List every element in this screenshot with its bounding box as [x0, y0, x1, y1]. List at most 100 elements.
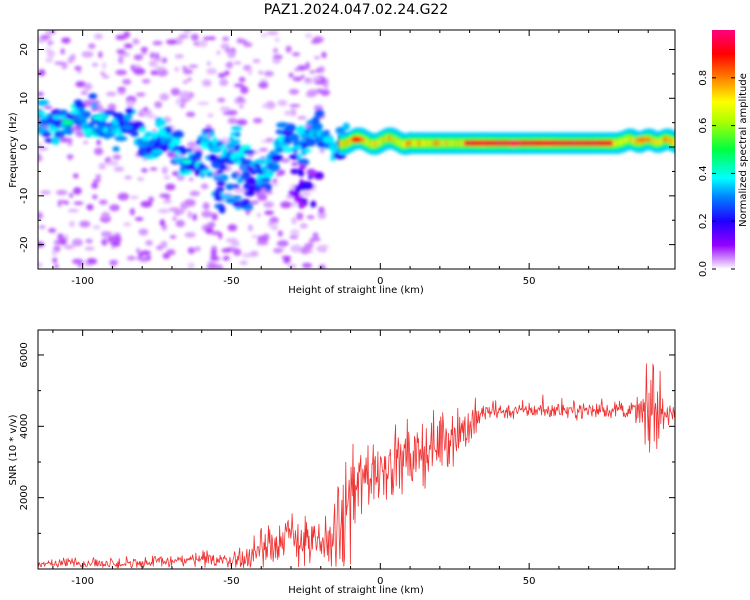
- spectrogram-speckle: [132, 38, 140, 45]
- spectrogram-speckle: [320, 89, 330, 96]
- spectrogram-speckle: [94, 147, 104, 156]
- spectrogram-speckle: [318, 264, 326, 269]
- spectrogram-speckle: [317, 66, 325, 73]
- spectrogram-speckle: [187, 77, 192, 82]
- spectrogram-speckle: [133, 67, 146, 75]
- spectrogram-speckle: [159, 93, 170, 101]
- spectrogram-speckle: [261, 104, 270, 109]
- spectrogram-speckle: [198, 39, 208, 48]
- spectrogram-speckle: [307, 89, 319, 96]
- spectrogram-speckle: [47, 40, 54, 45]
- spectrogram-speckle: [117, 192, 130, 201]
- spectrogram-speckle: [140, 200, 153, 208]
- spectrogram-speckle: [217, 264, 224, 269]
- spectrogram-speckle: [38, 142, 43, 147]
- spectrogram-speckle: [224, 70, 230, 76]
- spectrogram-speckle: [74, 65, 82, 71]
- spectrogram-signal-blob: [294, 140, 302, 146]
- spectrogram-speckle: [236, 38, 244, 44]
- spectrogram-signal-blob: [61, 114, 67, 121]
- spectrogram-speckle: [175, 219, 185, 228]
- colorbar-tick-label: 0.2: [698, 213, 709, 229]
- snr-series-line: [38, 363, 675, 569]
- spectrogram-hotspot: [255, 158, 268, 165]
- spectrogram-speckle: [38, 225, 46, 229]
- spectrogram-speckle: [101, 61, 107, 70]
- spectrogram-speckle: [53, 264, 60, 269]
- spectrogram-speckle: [92, 225, 101, 230]
- spectrogram-signal-blob: [240, 144, 252, 150]
- spectrogram-signal-blob: [52, 115, 62, 120]
- spectrogram-speckle: [117, 87, 126, 91]
- spectrogram-speckle: [303, 80, 314, 85]
- spectrogram-speckle: [67, 56, 74, 64]
- spectrogram-speckle: [46, 30, 52, 37]
- spectrogram-speckle: [44, 48, 51, 52]
- spectrogram-speckle: [185, 111, 196, 118]
- spectrogram-speckle: [91, 194, 98, 200]
- spectrogram-band: [675, 131, 679, 152]
- spectrogram-speckle: [67, 140, 73, 146]
- spectrogram-signal-blob: [298, 200, 305, 209]
- spectrogram-speckle: [284, 257, 290, 261]
- spectrogram-speckle: [227, 117, 238, 124]
- spectrogram-speckle: [273, 248, 283, 254]
- spectrogram-signal-blob: [38, 111, 47, 116]
- colorbar-gradient: [712, 30, 735, 269]
- spectrogram-speckle: [154, 52, 160, 60]
- spectrogram-speckle: [51, 250, 57, 256]
- spectrogram-speckle: [216, 50, 221, 55]
- spectrogram-speckle: [98, 51, 103, 59]
- spectrogram-speckle: [299, 246, 311, 255]
- spectrogram-speckle: [236, 96, 244, 103]
- spectrogram-speckle: [154, 66, 167, 71]
- spectrogram-speckle: [52, 257, 58, 264]
- spectrogram-speckle: [284, 110, 295, 116]
- spectrogram-speckle: [169, 235, 177, 239]
- spectrogram-signal-blob: [218, 205, 226, 214]
- spectrogram-speckle: [141, 168, 148, 173]
- spectrogram-signal-blob: [314, 109, 325, 118]
- y-tick-label: 20: [19, 43, 30, 56]
- spectrogram-speckle: [312, 232, 319, 238]
- spectrogram-speckle: [83, 140, 88, 145]
- spectrogram-speckle: [187, 247, 196, 255]
- spectrogram-speckle: [113, 232, 122, 236]
- spectrogram-speckle: [290, 244, 303, 253]
- spectrogram-speckle: [58, 200, 69, 204]
- spectrogram-speckle: [86, 204, 94, 211]
- x-tick-label: 50: [523, 576, 536, 587]
- spectrogram-speckle: [259, 148, 268, 152]
- spectrogram-speckle: [300, 74, 305, 79]
- spectrogram-signal-blob: [225, 183, 235, 191]
- spectrogram-signal-blob: [262, 165, 268, 173]
- x-tick-label: 0: [377, 276, 383, 287]
- spectrogram-speckle: [217, 97, 226, 103]
- spectrogram-speckle: [265, 138, 274, 142]
- spectrogram-signal-blob: [323, 136, 335, 144]
- spectrogram-speckle: [275, 173, 282, 177]
- spectrogram-speckle: [55, 189, 68, 196]
- spectrogram-speckle: [269, 216, 279, 224]
- spectrogram-speckle: [156, 68, 168, 77]
- spectrogram-hotspot: [121, 124, 134, 131]
- spectrogram-signal-blob: [220, 143, 226, 149]
- spectrogram-speckle: [302, 262, 313, 269]
- spectrogram-speckle: [93, 179, 101, 183]
- spectrogram-signal-blob: [269, 163, 281, 172]
- spectrogram-speckle: [231, 240, 240, 247]
- y-tick-label: 10: [19, 92, 30, 105]
- spectrogram-speckle: [263, 70, 274, 77]
- spectrogram-speckle: [260, 33, 268, 38]
- spectrogram-speckle: [200, 183, 209, 190]
- spectrogram-speckle: [85, 238, 93, 244]
- spectrogram-speckle: [123, 222, 132, 227]
- spectrogram-signal-blob: [91, 102, 99, 109]
- y-tick-label: 0: [19, 144, 30, 150]
- spectrogram-speckle: [280, 201, 292, 209]
- spectrogram-speckle: [174, 54, 184, 59]
- spectrogram-speckle: [180, 201, 189, 210]
- spectrogram-signal-blob: [164, 126, 173, 132]
- spectrogram-speckle: [84, 246, 95, 251]
